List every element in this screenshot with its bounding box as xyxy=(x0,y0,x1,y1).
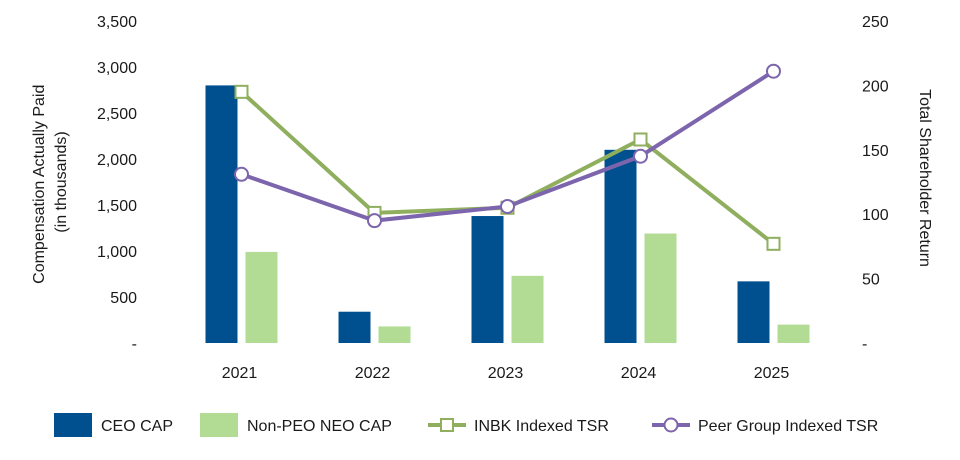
x-axis-tick-label: 2025 xyxy=(754,365,790,382)
line-inbk-indexed-tsr xyxy=(240,90,775,246)
legend: CEO CAP Non-PEO NEO CAP INBK Indexed TSR Pe… xyxy=(54,413,878,437)
legend-marker-peer-group-indexed-tsr xyxy=(663,417,679,433)
bar-non-peo-neo-cap xyxy=(245,251,278,343)
bar-ceo-cap xyxy=(205,85,238,344)
right-axis-tick-label: 50 xyxy=(862,272,880,289)
right-axis-tick-label: 150 xyxy=(862,143,889,160)
left-axis-tick-label: 1,000 xyxy=(97,244,137,261)
x-axis-tick-label: 2022 xyxy=(355,365,391,382)
right-axis-tick-label: 100 xyxy=(862,207,889,224)
left-axis-tick-label: 3,000 xyxy=(97,60,137,77)
x-axis-tick-label: 2023 xyxy=(488,365,524,382)
x-axis-tick-label: 2024 xyxy=(621,365,657,382)
bar-non-peo-neo-cap xyxy=(378,326,411,343)
bar-non-peo-neo-cap xyxy=(644,233,677,343)
x-axis-tick-label: 2021 xyxy=(222,365,258,382)
point-inbk-indexed-tsr xyxy=(766,236,781,251)
left-axis-tick-label: 1,500 xyxy=(97,198,137,215)
left-axis-tick-label: - xyxy=(132,336,137,353)
lines-layer xyxy=(234,63,781,251)
point-peer-group-indexed-tsr xyxy=(367,213,382,229)
right-axis-tick-label: 250 xyxy=(862,14,889,31)
point-peer-group-indexed-tsr xyxy=(633,148,648,164)
left-axis-ticks: - 500 1,000 1,500 2,000 2,500 3,000 3,500 xyxy=(97,14,137,353)
point-peer-group-indexed-tsr xyxy=(500,198,515,214)
bar-non-peo-neo-cap xyxy=(777,324,810,343)
point-peer-group-indexed-tsr xyxy=(234,166,249,182)
bar-non-peo-neo-cap xyxy=(511,275,544,343)
legend-swatch-non-peo-neo-cap xyxy=(200,413,238,437)
legend-label-ceo-cap: CEO CAP xyxy=(101,418,173,435)
legend-marker-inbk-indexed-tsr xyxy=(440,418,454,432)
legend-label-inbk-indexed-tsr: INBK Indexed TSR xyxy=(474,418,609,435)
legend-label-peer-group-indexed-tsr: Peer Group Indexed TSR xyxy=(698,418,878,435)
right-axis-title: Total Shareholder Return xyxy=(916,89,933,267)
point-inbk-indexed-tsr xyxy=(633,132,648,147)
left-axis-title: Compensation Actually Paid (in thousands… xyxy=(31,80,70,284)
left-axis-title-line-2: (in thousands) xyxy=(53,131,70,232)
right-axis-tick-label: - xyxy=(862,336,867,353)
line-peer-group-indexed-tsr xyxy=(240,69,775,223)
bar-ceo-cap xyxy=(338,311,371,343)
right-axis-ticks: - 50 100 150 200 250 xyxy=(862,14,889,353)
point-peer-group-indexed-tsr xyxy=(766,63,781,79)
legend-swatch-ceo-cap xyxy=(54,413,92,437)
legend-label-non-peo-neo-cap: Non-PEO NEO CAP xyxy=(247,418,392,435)
left-axis-tick-label: 2,000 xyxy=(97,152,137,169)
right-axis-tick-label: 200 xyxy=(862,78,889,95)
left-axis-tick-label: 500 xyxy=(110,290,137,307)
bar-ceo-cap xyxy=(604,149,637,343)
point-inbk-indexed-tsr xyxy=(234,84,249,99)
bar-ceo-cap xyxy=(737,281,770,343)
left-axis-tick-label: 2,500 xyxy=(97,106,137,123)
bars-layer xyxy=(205,85,810,344)
bar-ceo-cap xyxy=(471,216,504,343)
left-axis-title-line-1: Compensation Actually Paid xyxy=(31,85,48,284)
x-axis-ticks: 2021 2022 2023 2024 2025 xyxy=(222,365,790,382)
left-axis-tick-label: 3,500 xyxy=(97,14,137,31)
